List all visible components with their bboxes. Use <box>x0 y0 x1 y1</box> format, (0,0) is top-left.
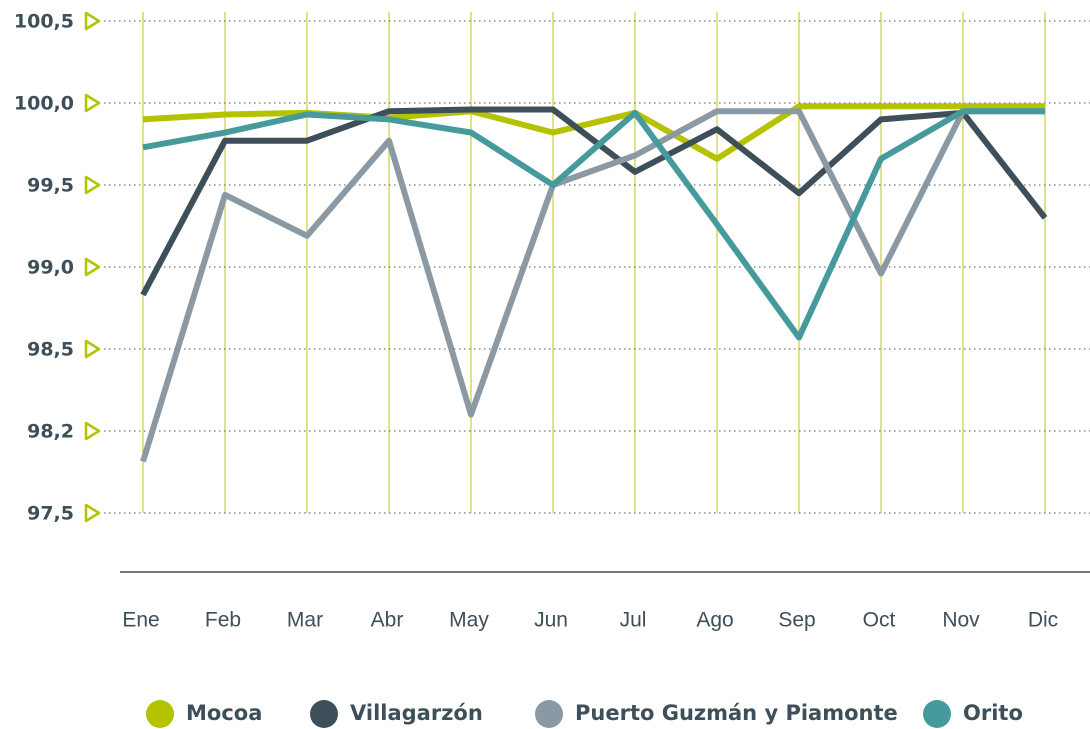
series-line <box>142 108 1045 341</box>
x-tick-label: Abr <box>371 609 404 632</box>
y-tick-label: 97,5 <box>27 503 74 525</box>
y-tick-label: 99,5 <box>27 175 74 197</box>
x-tick-label: Jul <box>620 609 647 632</box>
x-tick-label: Oct <box>863 609 896 632</box>
tick-marker <box>84 175 101 195</box>
tick-marker <box>84 503 101 523</box>
y-tick-label: 100,0 <box>14 93 74 115</box>
x-tick-label: Dic <box>1028 609 1058 632</box>
x-tick-label: May <box>449 609 489 632</box>
y-tick-label: 98,2 <box>27 421 74 443</box>
tick-marker <box>84 257 101 277</box>
series-line <box>140 108 1045 463</box>
tick-marker <box>84 421 101 441</box>
y-tick-label: 99,0 <box>27 257 74 279</box>
x-tick-label: Sep <box>778 609 815 632</box>
tick-marker <box>84 11 101 31</box>
x-tick-label: Nov <box>942 609 980 632</box>
x-tick-label: Jun <box>534 609 568 632</box>
series-line <box>142 103 1045 162</box>
legend-swatch <box>146 700 174 728</box>
tick-marker <box>84 93 101 113</box>
x-tick-label: Ago <box>696 609 733 632</box>
legend-label: Villagarzón <box>350 701 483 725</box>
y-tick-label: 98,5 <box>27 339 74 361</box>
legend-label: Puerto Guzmán y Piamonte <box>575 701 898 725</box>
y-tick-label: 100,5 <box>14 11 74 33</box>
legend-swatch <box>923 700 951 728</box>
series-line <box>140 106 1048 297</box>
x-tick-label: Ene <box>122 609 159 632</box>
x-tick-label: Feb <box>205 609 241 632</box>
x-tick-label: Mar <box>287 609 323 632</box>
legend-swatch <box>310 700 338 728</box>
legend-swatch <box>535 700 563 728</box>
legend-label: Orito <box>963 701 1023 725</box>
tick-marker <box>84 339 101 359</box>
legend-label: Mocoa <box>186 701 262 725</box>
